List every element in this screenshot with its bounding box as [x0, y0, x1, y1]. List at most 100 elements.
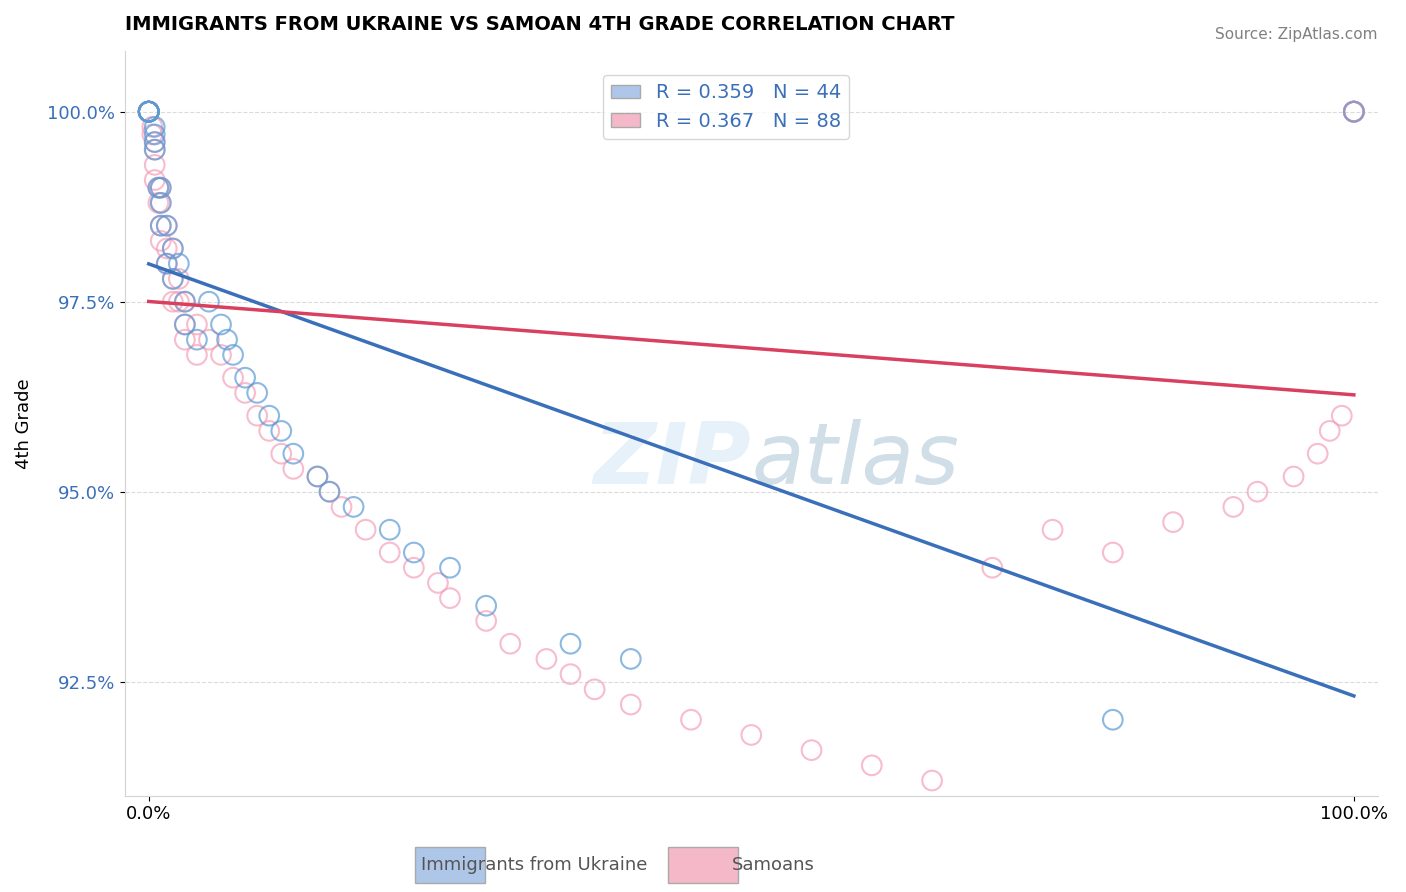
Point — [402, 545, 425, 559]
Point — [138, 104, 160, 119]
Text: Samoans: Samoans — [733, 856, 814, 874]
Point — [1101, 713, 1123, 727]
Point — [222, 370, 245, 384]
Point — [186, 348, 208, 362]
Text: Source: ZipAtlas.com: Source: ZipAtlas.com — [1215, 27, 1378, 42]
Point — [536, 652, 558, 666]
Point — [143, 158, 166, 172]
Point — [167, 272, 190, 286]
Point — [402, 560, 425, 574]
Point — [143, 135, 166, 149]
Point — [162, 242, 184, 256]
Point — [270, 447, 292, 461]
Point — [138, 104, 160, 119]
Point — [162, 272, 184, 286]
Point — [1343, 104, 1365, 119]
Point — [318, 484, 340, 499]
Point — [1343, 104, 1365, 119]
Text: ZIP: ZIP — [593, 419, 751, 502]
Point — [1343, 104, 1365, 119]
Point — [149, 180, 172, 194]
Point — [233, 370, 256, 384]
Point — [257, 424, 280, 438]
Point — [138, 104, 160, 119]
Point — [141, 128, 163, 142]
Point — [198, 333, 221, 347]
Point — [138, 104, 160, 119]
Point — [499, 637, 522, 651]
Point — [209, 318, 232, 332]
Point — [198, 294, 221, 309]
Point — [740, 728, 762, 742]
Point — [138, 104, 160, 119]
Point — [173, 294, 195, 309]
Point — [138, 104, 160, 119]
Point — [439, 591, 461, 606]
Point — [173, 333, 195, 347]
Point — [156, 219, 179, 233]
Point — [283, 447, 305, 461]
Point — [162, 272, 184, 286]
Point — [1343, 104, 1365, 119]
Point — [307, 469, 329, 483]
Point — [141, 120, 163, 134]
Point — [620, 652, 643, 666]
FancyBboxPatch shape — [415, 847, 485, 883]
Point — [475, 614, 498, 628]
Point — [149, 219, 172, 233]
Point — [1222, 500, 1244, 514]
Point — [1306, 447, 1329, 461]
Text: atlas: atlas — [751, 419, 959, 502]
Point — [981, 560, 1004, 574]
Point — [1343, 104, 1365, 119]
Point — [138, 104, 160, 119]
Point — [330, 500, 353, 514]
Point — [257, 409, 280, 423]
Point — [138, 104, 160, 119]
Point — [143, 135, 166, 149]
Point — [149, 219, 172, 233]
Point — [1319, 424, 1341, 438]
Point — [138, 104, 160, 119]
Point — [173, 318, 195, 332]
Point — [354, 523, 377, 537]
Text: IMMIGRANTS FROM UKRAINE VS SAMOAN 4TH GRADE CORRELATION CHART: IMMIGRANTS FROM UKRAINE VS SAMOAN 4TH GR… — [125, 15, 955, 34]
Point — [138, 104, 160, 119]
Point — [1343, 104, 1365, 119]
Point — [475, 599, 498, 613]
Point — [138, 104, 160, 119]
Point — [156, 257, 179, 271]
Point — [342, 500, 364, 514]
Point — [1343, 104, 1365, 119]
Point — [143, 143, 166, 157]
Point — [186, 318, 208, 332]
Point — [143, 128, 166, 142]
Point — [167, 294, 190, 309]
Point — [1343, 104, 1365, 119]
Point — [583, 682, 606, 697]
Legend: R = 0.359   N = 44, R = 0.367   N = 88: R = 0.359 N = 44, R = 0.367 N = 88 — [603, 76, 849, 139]
Point — [1330, 409, 1353, 423]
Point — [148, 195, 170, 210]
Point — [1042, 523, 1064, 537]
Point — [186, 333, 208, 347]
Point — [162, 242, 184, 256]
FancyBboxPatch shape — [668, 847, 738, 883]
Point — [1101, 545, 1123, 559]
Point — [138, 104, 160, 119]
Point — [149, 195, 172, 210]
Point — [318, 484, 340, 499]
Point — [560, 667, 582, 681]
Point — [378, 545, 401, 559]
Point — [560, 637, 582, 651]
Point — [143, 143, 166, 157]
Text: Immigrants from Ukraine: Immigrants from Ukraine — [420, 856, 648, 874]
Point — [143, 173, 166, 187]
Point — [215, 333, 238, 347]
Point — [620, 698, 643, 712]
Point — [148, 180, 170, 194]
Point — [1343, 104, 1365, 119]
Point — [167, 257, 190, 271]
Point — [800, 743, 823, 757]
Point — [156, 257, 179, 271]
